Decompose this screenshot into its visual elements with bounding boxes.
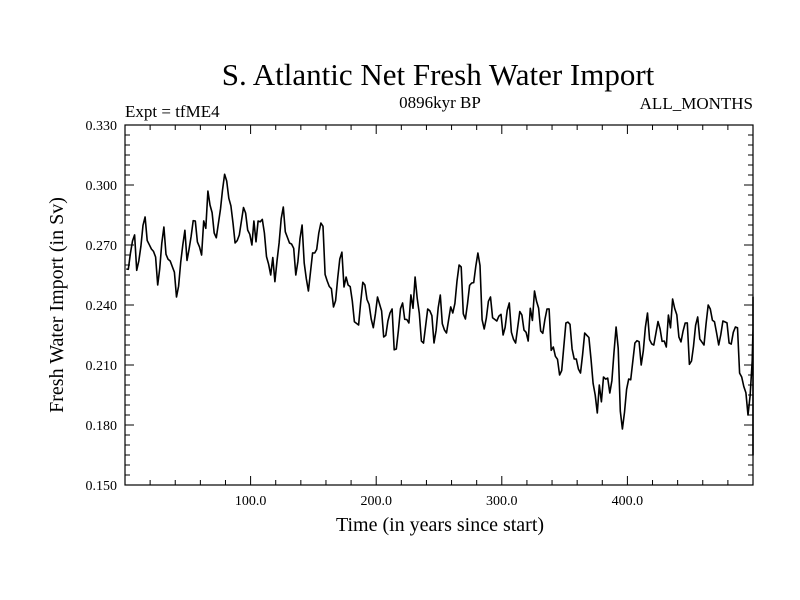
x-axis-title: Time (in years since start) — [336, 514, 544, 536]
x-tick-label: 200.0 — [360, 494, 392, 509]
x-tick-label: 400.0 — [612, 494, 644, 509]
y-tick-label: 0.270 — [86, 239, 118, 254]
experiment-label: Expt = tfME4 — [125, 102, 220, 121]
plot-frame — [124, 124, 754, 486]
x-tick-label: 100.0 — [235, 494, 267, 509]
y-tick-label: 0.150 — [86, 479, 118, 494]
y-tick-label: 0.300 — [86, 179, 118, 194]
y-axis-title: Fresh Water Import (in Sv) — [46, 197, 68, 413]
y-tick-label: 0.330 — [86, 119, 118, 134]
y-tick-label: 0.210 — [86, 359, 118, 374]
chart-title: S. Atlantic Net Fresh Water Import — [222, 57, 655, 92]
y-axis: 0.150 0.180 0.210 0.240 0.270 0.300 0.330 — [86, 119, 753, 494]
months-label: ALL_MONTHS — [640, 94, 753, 113]
y-tick-label: 0.180 — [86, 419, 118, 434]
x-tick-label: 300.0 — [486, 494, 518, 509]
data-line — [126, 173, 754, 456]
period-label: 0896kyr BP — [399, 93, 481, 112]
x-axis: 100.0 200.0 300.0 400.0 — [149, 125, 729, 509]
y-tick-label: 0.240 — [86, 299, 118, 314]
